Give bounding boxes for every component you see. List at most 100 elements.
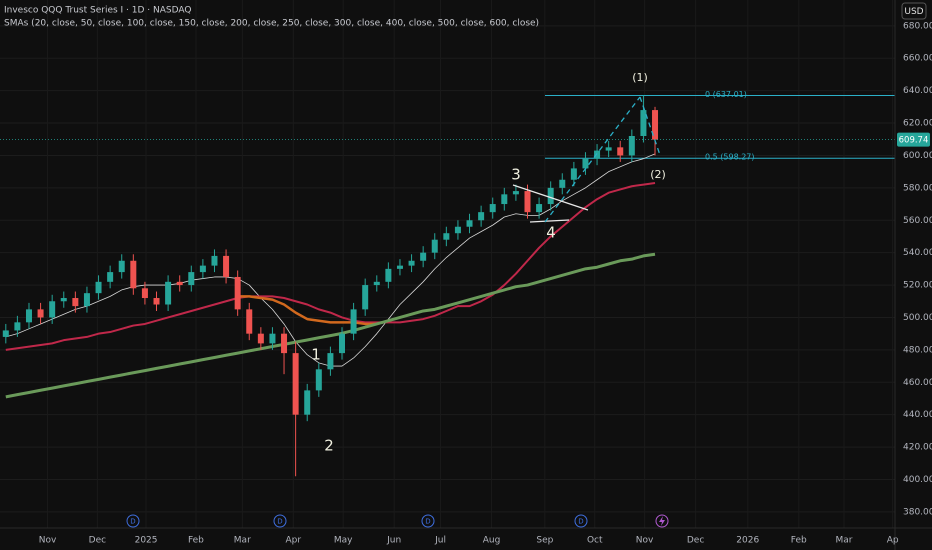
candle-body <box>315 369 322 391</box>
x-tick-label: Jul <box>434 536 446 546</box>
wave-label: 3 <box>511 166 521 184</box>
y-tick-label: 660.00 <box>903 54 932 64</box>
candle-body <box>652 110 659 140</box>
candle-body <box>223 255 230 277</box>
candle-body <box>292 353 299 415</box>
wave-label: (1) <box>632 71 648 84</box>
event-label: D <box>277 518 282 526</box>
x-tick-label: Dec <box>687 536 704 546</box>
y-tick-label: 480.00 <box>903 345 932 355</box>
candle-body <box>246 309 253 334</box>
candle-body <box>199 265 206 273</box>
y-tick-label: 520.00 <box>903 281 932 291</box>
y-tick-label: 420.00 <box>903 443 932 453</box>
trend-line <box>529 219 570 223</box>
candle-body <box>350 309 357 334</box>
event-icon[interactable] <box>273 514 287 528</box>
y-tick-label: 540.00 <box>903 248 932 258</box>
x-tick-label: Ap <box>887 536 899 546</box>
y-tick-label: 560.00 <box>903 216 932 226</box>
x-tick-label: Sep <box>536 536 553 546</box>
candle-body <box>640 110 647 136</box>
x-tick-label: 2025 <box>135 536 158 546</box>
wave-label: 1 <box>311 346 321 364</box>
y-tick-label: 400.00 <box>903 475 932 485</box>
x-tick-label: Feb <box>791 536 807 546</box>
event-label: D <box>130 518 135 526</box>
candle-body <box>257 333 264 344</box>
y-tick-label: 620.00 <box>903 119 932 129</box>
last-price-label: 609.74 <box>899 136 929 146</box>
fib-label: 0.5 (598.27) <box>705 153 755 162</box>
event-icon[interactable] <box>126 514 140 528</box>
candle-body <box>396 265 403 269</box>
candle-body <box>570 168 577 180</box>
y-tick-label: 500.00 <box>903 313 932 323</box>
event-markers: D D D D <box>126 514 669 528</box>
candle-body <box>83 293 90 307</box>
wave-label: (2) <box>650 168 666 181</box>
y-tick-label: 460.00 <box>903 378 932 388</box>
candle-body <box>536 204 543 213</box>
trend-line <box>512 184 589 211</box>
y-tick-label: 440.00 <box>903 410 932 420</box>
x-tick-label: May <box>334 536 353 546</box>
candle-body <box>478 212 485 221</box>
sma-line <box>5 252 656 399</box>
x-tick-label: Feb <box>188 536 204 546</box>
candle-body <box>25 309 32 323</box>
fib-label: 0 (637.01) <box>705 90 747 99</box>
event-label: D <box>578 518 583 526</box>
candle-body <box>107 272 114 282</box>
candle-body <box>118 260 125 273</box>
candle-body <box>211 255 218 266</box>
candle-body <box>559 179 566 188</box>
currency-button[interactable] <box>901 2 927 20</box>
candle-body <box>443 233 450 240</box>
x-tick-label: 2026 <box>736 536 759 546</box>
candle-body <box>431 239 438 253</box>
candle-body <box>489 204 496 213</box>
candle-body <box>408 260 415 266</box>
candle-body <box>14 322 21 331</box>
candle-body <box>339 333 346 354</box>
currency-label[interactable]: USD <box>904 7 923 17</box>
event-label: D <box>425 518 430 526</box>
candle-body <box>2 330 9 337</box>
candle-body <box>373 281 380 286</box>
candle-body <box>60 298 67 302</box>
y-tick-label: 640.00 <box>903 86 932 96</box>
wave-line <box>544 96 641 223</box>
candle-body <box>281 333 288 354</box>
candle-body <box>165 281 172 305</box>
candle-body <box>582 158 589 169</box>
candle-body <box>605 147 612 151</box>
candle-body <box>512 191 519 195</box>
x-tick-label: Mar <box>835 536 852 546</box>
candle-body <box>95 281 102 294</box>
x-tick-label: Nov <box>39 536 57 546</box>
candle-body <box>130 260 137 289</box>
y-tick-label: 380.00 <box>903 507 932 517</box>
earnings-icon[interactable] <box>655 514 669 528</box>
candle-body <box>49 301 56 318</box>
x-tick-label: Oct <box>587 536 603 546</box>
wave-label: 2 <box>324 437 334 455</box>
candle-body <box>362 285 369 310</box>
event-icon[interactable] <box>574 514 588 528</box>
candle-body <box>385 268 392 282</box>
candle-body <box>524 191 531 213</box>
candle-body <box>327 353 334 370</box>
event-icon[interactable] <box>421 514 435 528</box>
y-tick-label: 600.00 <box>903 151 932 161</box>
x-tick-label: Apr <box>286 536 302 546</box>
candle-body <box>269 333 276 344</box>
candle-body <box>176 281 183 286</box>
x-tick-label: Mar <box>234 536 251 546</box>
x-tick-label: Nov <box>636 536 654 546</box>
plot: 0 (637.01) 0.5 (598.27) <box>0 0 895 528</box>
candle-body <box>420 252 427 261</box>
